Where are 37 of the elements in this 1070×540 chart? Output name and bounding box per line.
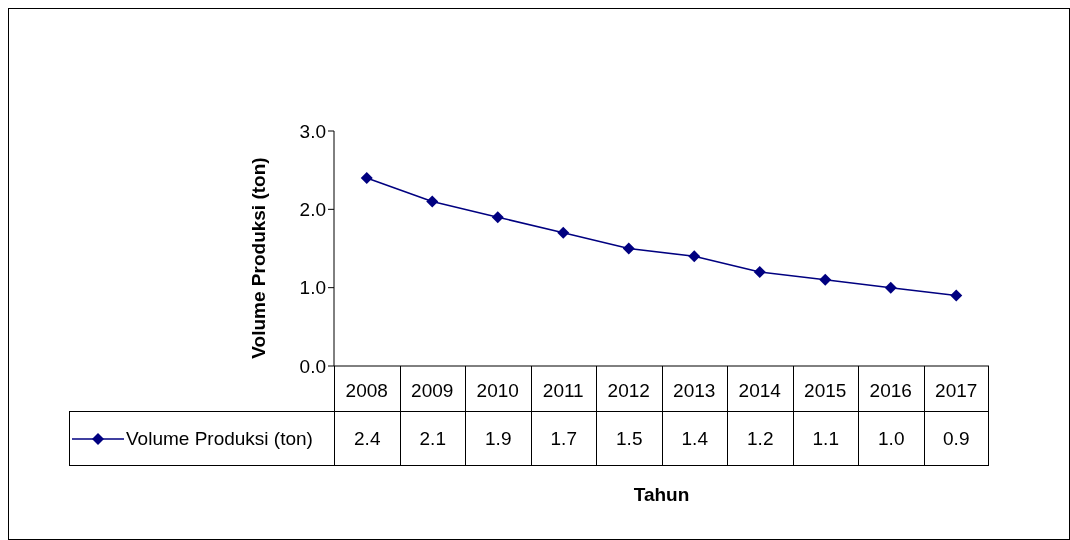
data-label: 1.5	[596, 411, 662, 466]
x-tick-label: 2016	[869, 380, 912, 402]
data-label: 2.1	[399, 411, 465, 466]
data-label: 1.1	[792, 411, 858, 466]
point	[622, 242, 635, 255]
data-label: 0.9	[923, 411, 989, 466]
point	[426, 195, 439, 208]
x-tick-label: 2011	[542, 380, 584, 402]
data-label: 1.9	[465, 411, 531, 466]
x-tick-label: 2014	[738, 380, 782, 402]
data-label: 1.0	[858, 411, 924, 466]
point	[950, 289, 963, 302]
x-tick-label: 2010	[476, 380, 519, 402]
y-axis-title: Volume Produksi (ton)	[248, 156, 270, 361]
x-tick-label: 2008	[345, 380, 388, 402]
x-tick-label: 2013	[673, 380, 716, 402]
data-label: 1.2	[727, 411, 793, 466]
y-tick-label: 2.0	[299, 199, 326, 221]
point	[688, 250, 701, 263]
y-tick-label: 0.0	[299, 355, 326, 377]
point	[360, 172, 373, 184]
data-label: 1.7	[530, 411, 596, 466]
point	[491, 211, 504, 224]
point	[884, 281, 897, 294]
x-tick-label: 2009	[411, 380, 454, 402]
data-label: 2.4	[334, 411, 400, 466]
point	[557, 226, 570, 239]
point	[819, 273, 832, 286]
x-axis-title: Tahun	[632, 484, 691, 506]
x-tick-label: 2017	[935, 380, 978, 402]
y-tick-label: 3.0	[299, 120, 326, 142]
x-tick-label: 2012	[607, 380, 650, 402]
legend-label: Volume Produksi (ton)	[126, 427, 313, 450]
data-label: 1.4	[661, 411, 727, 466]
x-tick-label: 2015	[804, 380, 847, 402]
point	[753, 266, 766, 278]
y-tick-label: 1.0	[299, 277, 326, 299]
